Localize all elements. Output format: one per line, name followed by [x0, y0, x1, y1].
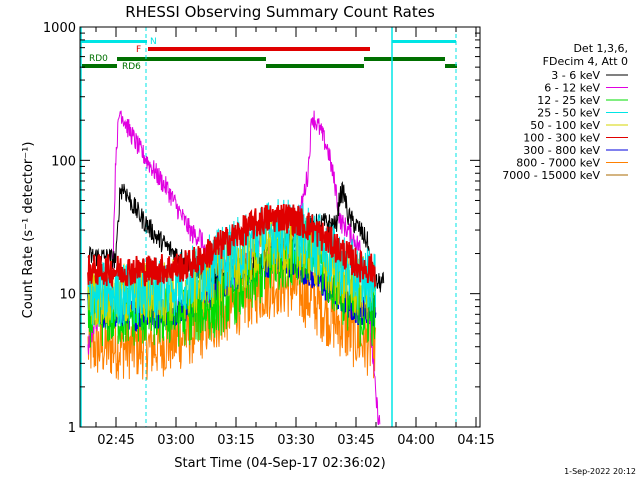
legend-header-line1: Det 1,3,6,	[573, 42, 628, 55]
flag-bar-rd0	[82, 64, 117, 68]
legend-label: 100 - 300 keV	[523, 132, 600, 145]
x-tick-label: 04:00	[397, 433, 434, 448]
legend-label: 300 - 800 keV	[523, 144, 600, 157]
flag-bar-rd6	[117, 57, 266, 61]
plot-frame	[79, 26, 481, 428]
flag-label: F	[136, 45, 141, 55]
legend-label: 800 - 7000 keV	[516, 157, 600, 170]
x-tick-label: 03:00	[157, 433, 194, 448]
x-axis-label: Start Time (04-Sep-17 02:36:02)	[174, 456, 385, 471]
data-series	[80, 27, 457, 427]
y-tick-label: 1000	[43, 21, 76, 36]
plot-area: 1 10 100 1000 02:45 03:00 03:15 03:30 03:45 04:00…	[43, 21, 495, 448]
legend-label: 12 - 25 keV	[537, 94, 600, 107]
y-tick-label: 100	[51, 154, 76, 169]
series-100-300-kev	[87, 203, 377, 289]
x-tick-label: 03:45	[337, 433, 374, 448]
footer-timestamp: 1-Sep-2022 20:12	[564, 467, 636, 476]
legend-label: 25 - 50 keV	[537, 107, 600, 120]
flag-bar-rd0	[445, 64, 457, 68]
chart-title: RHESSI Observing Summary Count Rates	[125, 3, 435, 21]
flag-label: N	[150, 37, 157, 47]
flag-bar-n	[392, 40, 456, 43]
legend-label: 7000 - 15000 keV	[502, 169, 600, 182]
legend-header-line2: FDecim 4, Att 0	[543, 55, 628, 68]
flag-bar-n	[80, 40, 147, 43]
y-tick-label: 10	[59, 288, 76, 303]
legend-label: 50 - 100 keV	[530, 119, 600, 132]
y-axis-label: Count Rate (s⁻¹ detector⁻¹)	[21, 142, 36, 319]
x-tick-label: 03:30	[277, 433, 314, 448]
axes: 1 10 100 1000 02:45 03:00 03:15 03:30 03:45 04:00…	[43, 21, 495, 448]
x-tick-label: 02:45	[97, 433, 134, 448]
flag-bar-rd6	[364, 57, 445, 61]
flag-label: RD6	[122, 62, 141, 72]
flag-label: RD0	[89, 54, 108, 64]
legend-label: 3 - 6 keV	[551, 69, 600, 82]
flag-bar-f	[148, 47, 370, 51]
y-tick-label: 1	[68, 421, 76, 436]
flag-bar-rd0	[266, 64, 364, 68]
series-line	[87, 203, 377, 289]
x-tick-label: 04:15	[457, 433, 494, 448]
legend-label: 6 - 12 keV	[544, 82, 600, 95]
x-tick-label: 03:15	[217, 433, 254, 448]
status-flags: NF RD0 RD6	[80, 37, 457, 72]
